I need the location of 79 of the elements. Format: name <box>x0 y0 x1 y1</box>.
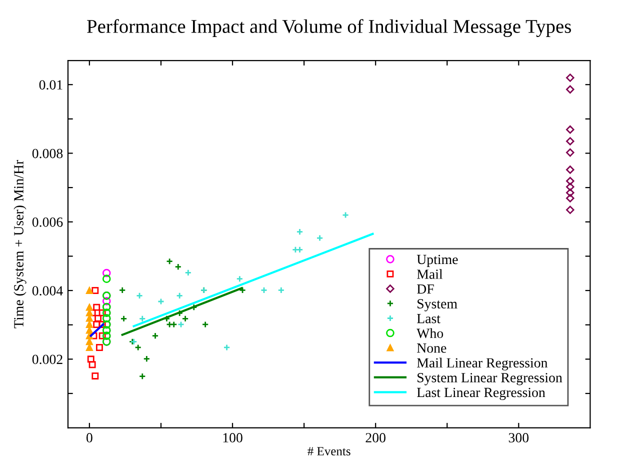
point <box>92 372 99 380</box>
point <box>176 292 184 300</box>
point <box>136 292 143 300</box>
legend-label: System Linear Regression <box>418 373 562 386</box>
point <box>566 85 574 94</box>
point <box>93 304 100 311</box>
point <box>98 309 106 316</box>
point <box>296 246 304 254</box>
point <box>138 315 146 322</box>
point <box>96 344 103 351</box>
point <box>223 344 230 351</box>
x-axis-title: # Events <box>308 447 350 456</box>
x-tick-label: 0 <box>86 433 92 442</box>
point <box>184 269 192 276</box>
y-tick-label: 0.004 <box>32 286 63 296</box>
point <box>134 344 142 351</box>
point <box>88 361 96 368</box>
chart-title: Performance Impact and Volume of Individual Message Types <box>87 19 571 38</box>
y-tick-label: 0.01 <box>39 80 62 90</box>
point <box>166 258 174 265</box>
point <box>566 166 574 174</box>
point <box>566 176 574 186</box>
point <box>158 298 164 305</box>
legend-label: Last Linear Regression <box>417 388 546 400</box>
point <box>118 286 126 294</box>
point <box>94 314 102 322</box>
legend-label: System <box>418 299 458 312</box>
point <box>260 286 268 294</box>
point <box>120 315 128 322</box>
legend-label: None <box>417 344 446 353</box>
point <box>178 321 184 328</box>
point <box>138 372 146 380</box>
point <box>152 332 159 340</box>
point <box>202 321 209 328</box>
legend-label: DF <box>417 284 434 294</box>
point <box>566 125 574 134</box>
legend-label: Mail <box>417 269 443 279</box>
y-tick-label: 0.006 <box>32 217 63 227</box>
point <box>92 287 99 294</box>
point <box>174 263 182 270</box>
point <box>166 321 174 328</box>
point <box>102 274 111 284</box>
point <box>236 275 244 282</box>
y-tick-label: 0.002 <box>32 354 62 364</box>
y-axis-title: Time (System + User) Min/Hr <box>14 160 26 328</box>
point <box>93 321 100 328</box>
x-tick-label: 300 <box>508 433 529 442</box>
point <box>566 194 574 202</box>
point <box>190 304 198 311</box>
legend-label: Who <box>416 328 444 338</box>
point <box>86 338 93 346</box>
point <box>87 356 94 363</box>
point <box>182 315 189 322</box>
point <box>86 321 93 328</box>
point <box>86 304 93 311</box>
x-tick-label: 200 <box>366 433 386 442</box>
point <box>102 268 111 278</box>
y-tick-label: 0.008 <box>32 148 63 158</box>
legend-label: Last <box>417 314 440 324</box>
point <box>98 321 106 328</box>
point <box>143 355 150 362</box>
x-tick-label: 100 <box>223 433 242 442</box>
legend-label: Uptime <box>416 254 458 267</box>
point <box>566 148 574 157</box>
point <box>86 287 93 294</box>
point <box>566 74 574 82</box>
point <box>98 332 106 340</box>
point <box>342 212 350 218</box>
point <box>316 234 324 242</box>
point <box>86 344 93 351</box>
point <box>296 228 304 236</box>
point <box>566 182 574 192</box>
point <box>278 286 285 294</box>
point <box>566 206 574 214</box>
point <box>170 321 178 328</box>
point <box>102 296 111 306</box>
legend-label: Mail Linear Regression <box>417 358 548 370</box>
point <box>566 137 574 146</box>
point <box>566 188 574 197</box>
